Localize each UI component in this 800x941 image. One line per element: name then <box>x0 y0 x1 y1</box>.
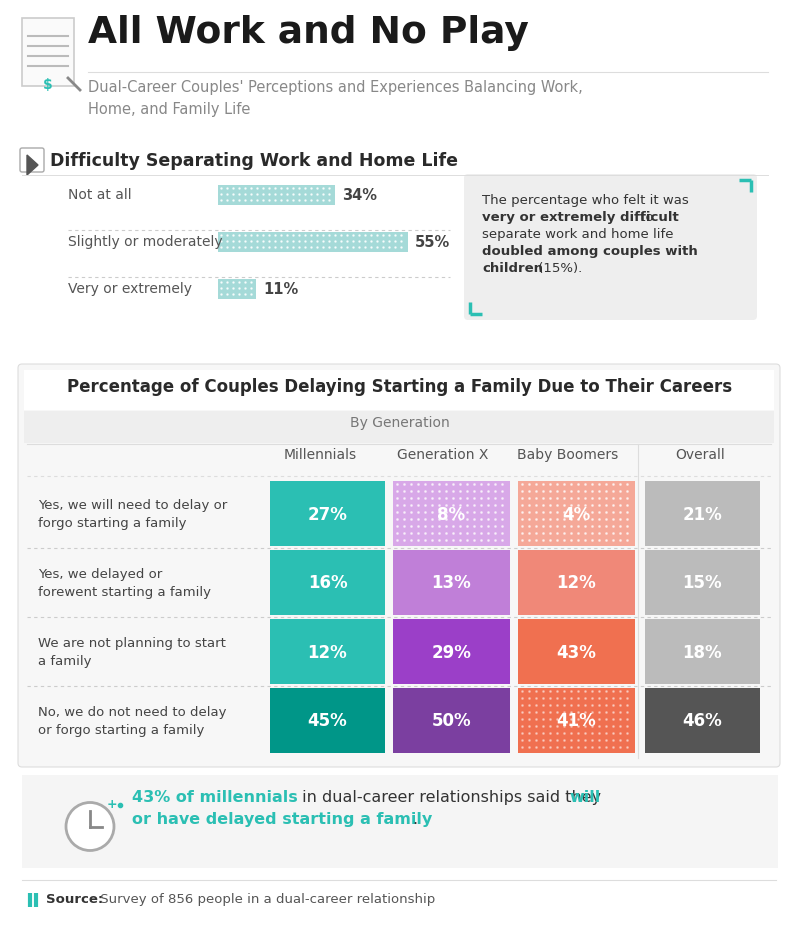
Text: 45%: 45% <box>308 712 347 730</box>
Text: 43%: 43% <box>557 644 597 662</box>
Text: separate work and home life: separate work and home life <box>482 228 674 241</box>
Text: Survey of 856 people in a dual-career relationship: Survey of 856 people in a dual-career re… <box>96 893 435 906</box>
Bar <box>270 550 385 615</box>
FancyBboxPatch shape <box>18 364 780 767</box>
Bar <box>518 688 635 753</box>
Text: will: will <box>569 790 600 805</box>
Text: Millennials: Millennials <box>283 448 357 462</box>
Text: Difficulty Separating Work and Home Life: Difficulty Separating Work and Home Life <box>50 152 458 170</box>
FancyBboxPatch shape <box>22 18 74 86</box>
Bar <box>518 481 635 546</box>
Text: 21%: 21% <box>682 505 722 523</box>
Text: 12%: 12% <box>557 575 596 593</box>
Bar <box>24 411 774 443</box>
Text: very or extremely difficult: very or extremely difficult <box>482 211 678 224</box>
Text: 11%: 11% <box>263 281 298 296</box>
Text: Baby Boomers: Baby Boomers <box>518 448 618 462</box>
Text: Percentage of Couples Delaying Starting a Family Due to Their Careers: Percentage of Couples Delaying Starting … <box>67 378 733 396</box>
Bar <box>218 185 335 205</box>
Text: 16%: 16% <box>308 575 347 593</box>
Text: 12%: 12% <box>308 644 347 662</box>
Text: Slightly or moderately: Slightly or moderately <box>68 235 222 249</box>
Text: (15%).: (15%). <box>534 262 582 275</box>
Bar <box>270 481 385 546</box>
Bar <box>645 688 760 753</box>
Text: 29%: 29% <box>431 644 471 662</box>
Text: Very or extremely: Very or extremely <box>68 282 192 296</box>
Text: By Generation: By Generation <box>350 416 450 430</box>
FancyBboxPatch shape <box>20 148 44 172</box>
Bar <box>393 619 510 684</box>
Text: +: + <box>106 798 118 811</box>
Text: The percentage who felt it was: The percentage who felt it was <box>482 194 689 207</box>
Text: 46%: 46% <box>682 712 722 730</box>
Text: to: to <box>636 211 654 224</box>
Text: doubled among couples with: doubled among couples with <box>482 245 698 258</box>
Text: 18%: 18% <box>682 644 722 662</box>
Text: children: children <box>482 262 543 275</box>
Bar <box>518 550 635 615</box>
Text: Dual-Career Couples' Perceptions and Experiences Balancing Work,
Home, and Famil: Dual-Career Couples' Perceptions and Exp… <box>88 80 582 118</box>
Text: in dual-career relationships said they: in dual-career relationships said they <box>297 790 606 805</box>
Text: Overall: Overall <box>675 448 725 462</box>
Bar <box>218 279 256 299</box>
Text: 50%: 50% <box>432 712 471 730</box>
Text: 27%: 27% <box>307 505 347 523</box>
Text: 41%: 41% <box>557 712 596 730</box>
Text: All Work and No Play: All Work and No Play <box>88 15 529 51</box>
Text: Source:: Source: <box>46 893 103 906</box>
Text: 34%: 34% <box>342 187 378 202</box>
Text: No, we do not need to delay
or forgo starting a family: No, we do not need to delay or forgo sta… <box>38 706 226 737</box>
Circle shape <box>66 803 114 851</box>
Bar <box>218 232 408 252</box>
Text: We are not planning to start
a family: We are not planning to start a family <box>38 637 226 668</box>
Text: Yes, we delayed or
forewent starting a family: Yes, we delayed or forewent starting a f… <box>38 568 211 599</box>
Text: $: $ <box>43 78 53 92</box>
Bar <box>393 481 510 546</box>
Bar <box>22 775 778 868</box>
Bar <box>645 550 760 615</box>
Text: Generation X: Generation X <box>398 448 489 462</box>
Bar <box>645 619 760 684</box>
Bar <box>518 619 635 684</box>
Bar <box>270 619 385 684</box>
Text: or have delayed starting a family: or have delayed starting a family <box>132 812 432 827</box>
Text: 4%: 4% <box>562 505 590 523</box>
Text: Not at all: Not at all <box>68 188 132 202</box>
Text: 15%: 15% <box>682 575 722 593</box>
Text: .: . <box>412 812 417 827</box>
Bar <box>393 688 510 753</box>
Bar <box>645 481 760 546</box>
FancyBboxPatch shape <box>464 174 757 320</box>
Text: 8%: 8% <box>438 505 466 523</box>
Text: 55%: 55% <box>415 234 450 249</box>
Polygon shape <box>27 155 38 175</box>
Text: 13%: 13% <box>432 575 471 593</box>
Bar <box>24 370 774 410</box>
Text: Yes, we will need to delay or
forgo starting a family: Yes, we will need to delay or forgo star… <box>38 499 227 530</box>
Text: 43% of millennials: 43% of millennials <box>132 790 298 805</box>
Bar <box>270 688 385 753</box>
Bar <box>393 550 510 615</box>
